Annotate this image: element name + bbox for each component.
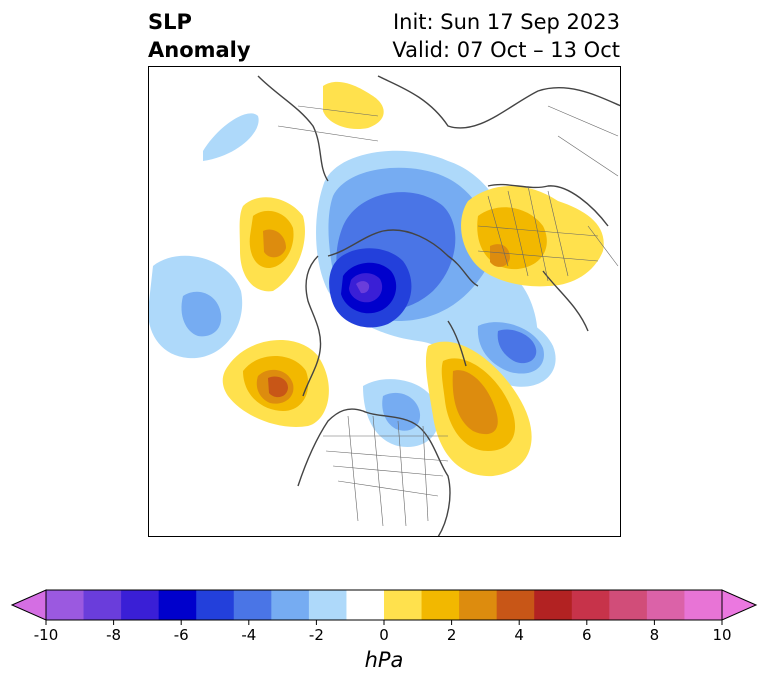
colorbar-segment (459, 590, 498, 620)
colorbar-tick-label: -4 (241, 626, 257, 644)
colorbar-tick-label: 0 (379, 626, 389, 644)
title-field-sub: Anomaly (148, 38, 251, 62)
europe-high (323, 81, 384, 130)
colorbar-tick-label: -6 (173, 626, 189, 644)
colorbar-tick-label: 8 (649, 626, 660, 644)
colorbar-segment (121, 590, 160, 620)
colorbar-tick-label: 4 (514, 626, 524, 644)
east-asia-high (239, 197, 305, 292)
colorbar-extend-max (721, 589, 758, 621)
north-atlantic-high (425, 341, 532, 477)
colorbar-segments (46, 590, 723, 620)
colorbar-segment (571, 590, 610, 620)
colorbar-segment (684, 590, 723, 620)
colorbar-tick-label: 2 (446, 626, 457, 644)
colorbar-segment (421, 590, 460, 620)
init-date: Init: Sun 17 Sep 2023 (392, 10, 620, 34)
colorbar-segment (83, 590, 122, 620)
title-field: SLP (148, 10, 192, 34)
coastlines (257, 75, 621, 537)
colorbar-segment (308, 590, 347, 620)
colorbar-segment (271, 590, 310, 620)
country-borders (277, 105, 619, 527)
colorbar-tick-label: -10 (33, 626, 59, 644)
valid-range: Valid: 07 Oct – 13 Oct (392, 38, 620, 62)
north-pacific-high (222, 339, 329, 427)
colorbar-segment (46, 590, 85, 620)
colorbar-segment (346, 590, 385, 620)
colorbar (10, 589, 758, 625)
colorbar-tick-label: -2 (308, 626, 324, 644)
title-right: Init: Sun 17 Sep 2023 Valid: 07 Oct – 13… (392, 8, 620, 64)
colorbar-tick-label: 6 (582, 626, 592, 644)
colorbar-segment (496, 590, 535, 620)
colorbar-tick-label: -8 (106, 626, 122, 644)
colorbar-segment (534, 590, 573, 620)
colorbar-tick-label: 10 (712, 626, 732, 644)
alaska-pacific-low (148, 255, 243, 359)
colorbar-segment (609, 590, 648, 620)
colorbar-segment (158, 590, 197, 620)
colorbar-ticks (45, 620, 723, 625)
hudson-bay-low (363, 379, 439, 447)
colorbar-segment (384, 590, 423, 620)
siberia-high (461, 186, 604, 287)
colorbar-segment (233, 590, 272, 620)
pacific-west-low (203, 113, 259, 161)
colorbar-segment (196, 590, 235, 620)
colorbar-segment (646, 590, 685, 620)
colorbar-unit: hPa (364, 648, 404, 672)
title-left: SLP Anomaly (148, 8, 251, 64)
slp-anomaly-map (148, 66, 621, 537)
colorbar-extend-min (10, 589, 47, 621)
